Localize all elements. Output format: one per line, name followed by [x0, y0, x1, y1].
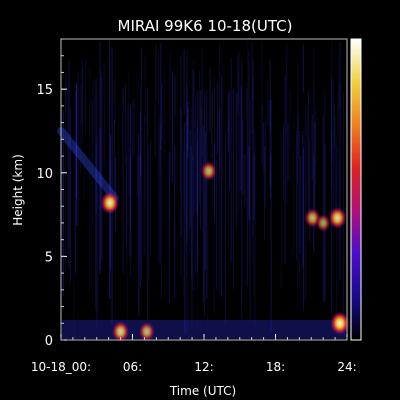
y-axis-label: Height (km): [11, 154, 25, 225]
echo-cell: [100, 191, 120, 215]
echo-cell: [138, 321, 155, 342]
echo-cell: [330, 311, 350, 335]
x-axis-label: Time (UTC): [169, 384, 236, 398]
y-tick-label: 5: [45, 250, 53, 265]
y-axis: 0 5 10 15: [36, 38, 67, 349]
y-tick-label: 10: [36, 167, 53, 182]
x-tick-label: 06:: [123, 360, 142, 374]
echo-cell: [328, 206, 347, 229]
x-tick-label: 24:: [337, 360, 356, 374]
echo-cell: [315, 213, 331, 232]
echo-cell: [200, 161, 217, 181]
x-axis: 10-18_00: 06: 12: 18: 24:: [31, 334, 357, 374]
echo-band: [57, 126, 119, 202]
echo-cell: [111, 321, 130, 343]
x-tick-label: 18:: [266, 360, 285, 374]
chart-title: MIRAI 99K6 10-18(UTC): [118, 17, 293, 35]
y-tick-label: 0: [45, 334, 53, 349]
colorbar: [350, 38, 362, 341]
x-tick-label: 12:: [194, 360, 213, 374]
y-tick-label: 15: [36, 83, 53, 98]
plot-area: [61, 39, 347, 340]
x-tick-label: 10-18_00:: [31, 360, 91, 374]
echo-features: [57, 126, 350, 343]
